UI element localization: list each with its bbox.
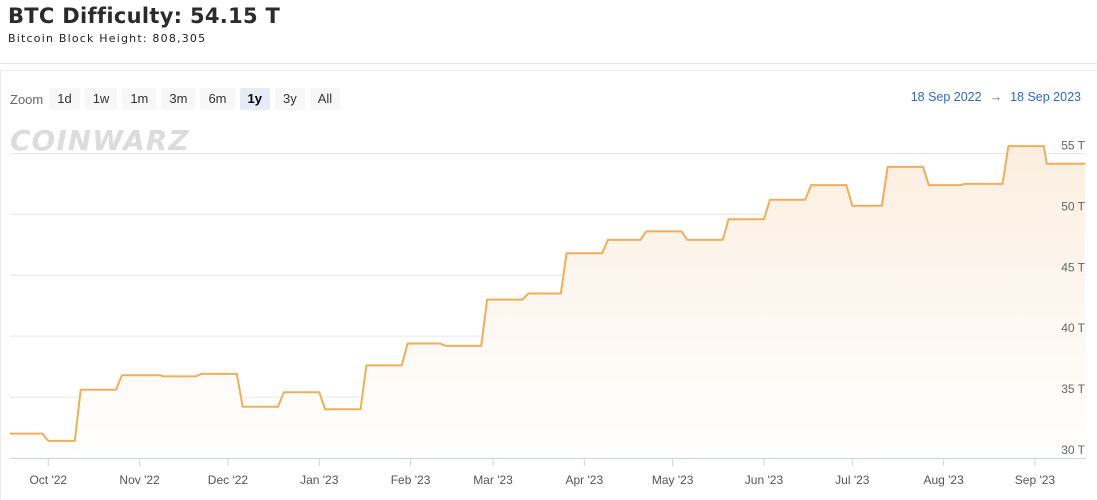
block-height-subtitle: Bitcoin Block Height: 808,305 xyxy=(8,32,207,45)
header: BTC Difficulty: 54.15 T Bitcoin Block He… xyxy=(8,4,280,45)
x-tick-label: Oct '22 xyxy=(29,473,67,487)
zoom-button-1w[interactable]: 1w xyxy=(84,88,118,110)
zoom-button-6m[interactable]: 6m xyxy=(200,88,235,110)
y-tick-label: 50 T xyxy=(1061,199,1085,213)
x-tick-label: Jan '23 xyxy=(300,473,339,487)
page-title: BTC Difficulty: 54.15 T xyxy=(8,4,281,28)
range-from-date[interactable]: 18 Sep 2022 xyxy=(910,90,982,104)
zoom-label: Zoom xyxy=(10,91,44,107)
difficulty-line xyxy=(10,145,1085,442)
y-tick-label: 40 T xyxy=(1061,321,1085,335)
x-axis-labels: Oct '22 Nov '22 Dec '22 Jan '23 Feb '23 Mar '… xyxy=(29,458,1055,487)
zoom-button-3y[interactable]: 3y xyxy=(274,88,305,110)
y-axis-labels: 30 T 35 T 40 T 45 T 50 T 55 T xyxy=(1061,138,1085,457)
zoom-button-1y[interactable]: 1y xyxy=(239,88,270,110)
header-divider xyxy=(0,63,1097,64)
y-tick-label: 45 T xyxy=(1061,260,1085,274)
zoom-button-1m[interactable]: 1m xyxy=(122,88,157,110)
y-tick-label: 35 T xyxy=(1061,382,1085,396)
x-tick-label: Aug '23 xyxy=(923,473,964,487)
x-tick-label: Sep '23 xyxy=(1015,473,1056,487)
difficulty-area xyxy=(10,146,1085,458)
range-arrow-icon: → xyxy=(989,90,1003,104)
zoom-button-1d[interactable]: 1d xyxy=(49,88,80,110)
x-tick-label: Mar '23 xyxy=(473,473,513,487)
x-tick-label: Jul '23 xyxy=(835,473,870,487)
zoom-selector: Zoom 1d 1w 1m 3m 6m 1y 3y All xyxy=(10,88,345,110)
x-tick-label: Jun '23 xyxy=(745,473,784,487)
range-to-date[interactable]: 18 Sep 2023 xyxy=(1010,90,1081,104)
x-tick-label: Feb '23 xyxy=(391,473,431,487)
x-tick-label: Dec '22 xyxy=(208,473,249,487)
y-tick-label: 30 T xyxy=(1061,443,1085,457)
x-tick-label: Apr '23 xyxy=(565,473,603,487)
y-tick-label: 55 T xyxy=(1061,138,1085,152)
x-tick-label: May '23 xyxy=(652,473,694,487)
chart-panel xyxy=(0,70,1097,500)
x-tick-label: Nov '22 xyxy=(119,473,160,487)
zoom-button-3m[interactable]: 3m xyxy=(161,88,196,110)
zoom-button-all[interactable]: All xyxy=(309,88,341,110)
date-range: 18 Sep 2022 → 18 Sep 2023 xyxy=(911,90,1081,104)
coinwarz-watermark-logo: COINWARZ xyxy=(10,124,190,157)
